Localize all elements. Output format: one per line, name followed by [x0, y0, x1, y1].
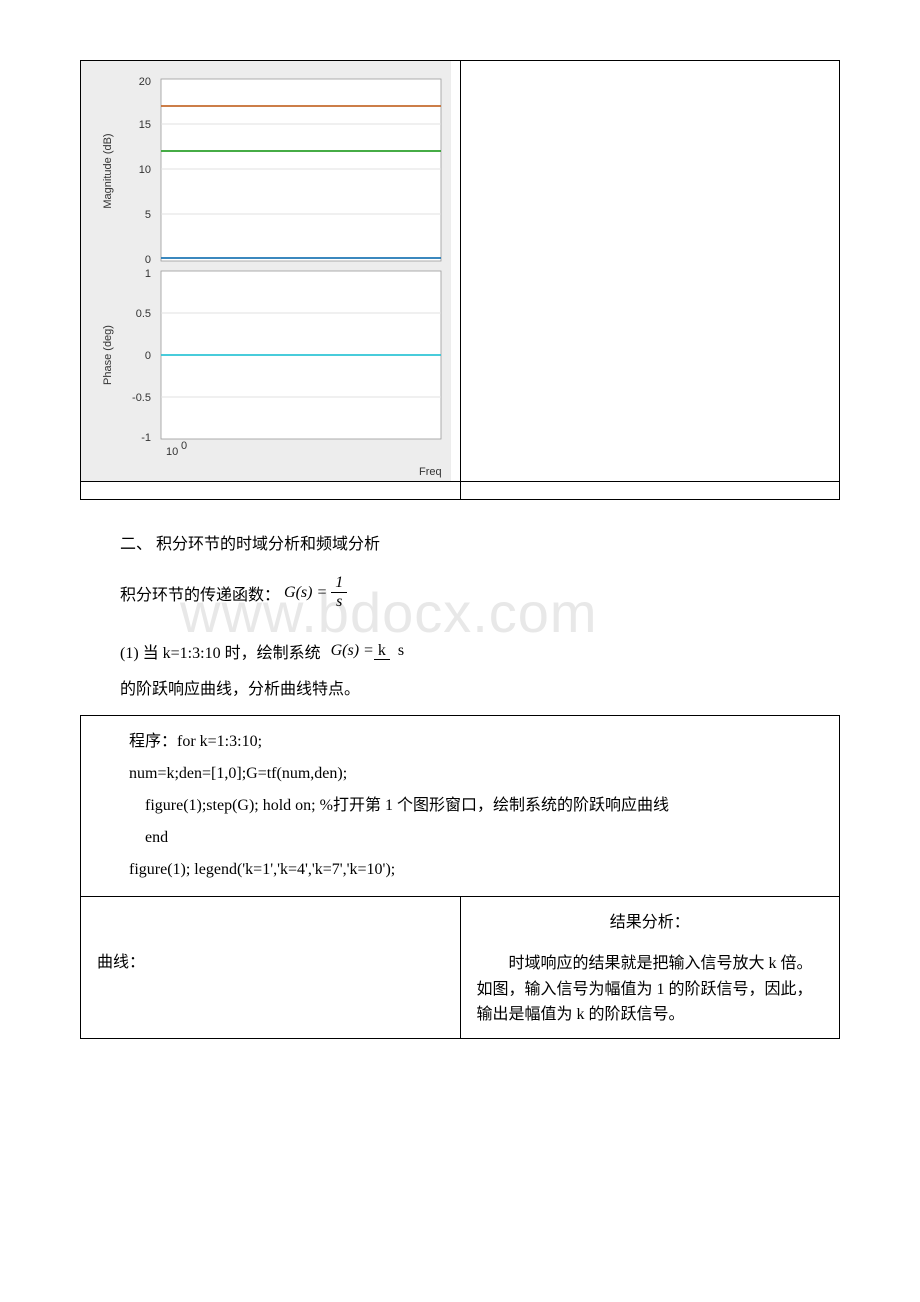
q1-suffix: 的阶跃响应曲线，分析曲线特点。	[120, 675, 840, 699]
phase-tick-0-zero: 0	[145, 350, 151, 362]
formula2-num: k	[374, 642, 390, 660]
result-right-body: 时域响应的结果就是把输入信号放大 k 倍。如图，输入信号为幅值为 1 的阶跃信号…	[477, 951, 824, 1028]
code-line-2: num=k;den=[1,0];G=tf(num,den);	[97, 758, 823, 790]
formula1-fraction: 1 s	[331, 574, 347, 611]
bode-chart-empty-cell	[460, 61, 840, 482]
phase-tick-1: 1	[145, 268, 151, 280]
bode-chart-svg: 20 15 10 5 0 Magnitude	[81, 61, 451, 481]
mag-tick-15: 15	[139, 119, 151, 131]
mag-tick-10: 10	[139, 164, 151, 176]
formula1-den: s	[332, 593, 346, 611]
code-table: 程序：for k=1:3:10; num=k;den=[1,0];G=tf(nu…	[80, 715, 840, 1039]
bode-chart-table: 20 15 10 5 0 Magnitude	[80, 60, 840, 500]
phase-ylabel: Phase (deg)	[102, 325, 114, 385]
result-left-cell: 曲线：	[81, 897, 461, 1039]
phase-tick-05: 0.5	[136, 308, 151, 320]
formula1-lhs: G(s) =	[284, 584, 327, 602]
x-tick-exp: 0	[181, 440, 187, 452]
formula1-num: 1	[331, 574, 347, 593]
formula2-den: s	[394, 642, 408, 659]
result-left-label: 曲线：	[97, 947, 444, 979]
formula2-lhs: G(s) =	[331, 642, 374, 660]
empty-row-left	[81, 482, 461, 500]
phase-tick-n05: -0.5	[132, 392, 151, 404]
code-line-5: figure(1); legend('k=1','k=4','k=7','k=1…	[97, 854, 823, 886]
result-right-cell: 结果分析： 时域响应的结果就是把输入信号放大 k 倍。如图，输入信号为幅值为 1…	[460, 897, 840, 1039]
code-cell: 程序：for k=1:3:10; num=k;den=[1,0];G=tf(nu…	[81, 716, 840, 897]
q1-prefix: (1) 当 k=1:3:10 时，绘制系统	[120, 639, 321, 663]
formula2-fraction: k s	[374, 642, 408, 660]
mag-tick-5: 5	[145, 209, 151, 221]
transfer-function-line: 积分环节的传递函数： G(s) = 1 s	[120, 574, 840, 611]
empty-row-right	[460, 482, 840, 500]
code-line-3: figure(1);step(G); hold on; %打开第 1 个图形窗口…	[97, 790, 823, 822]
question-1: (1) 当 k=1:3:10 时，绘制系统 G(s) = k s 的阶跃响应曲线…	[120, 639, 840, 699]
mag-tick-0: 0	[145, 254, 151, 266]
code-line-4: end	[97, 822, 823, 854]
section-title: 二、 积分环节的时域分析和频域分析	[120, 530, 840, 554]
phase-tick-n1: -1	[141, 432, 151, 444]
result-right-title: 结果分析：	[477, 907, 824, 939]
mag-tick-20: 20	[139, 76, 151, 88]
code-line-1: 程序：for k=1:3:10;	[97, 726, 823, 758]
x-tick-base: 10	[166, 446, 178, 458]
x-label: Freq	[419, 466, 442, 478]
bode-chart-cell: 20 15 10 5 0 Magnitude	[81, 61, 461, 482]
transfer-label: 积分环节的传递函数：	[120, 581, 280, 605]
mag-ylabel: Magnitude (dB)	[102, 133, 114, 208]
